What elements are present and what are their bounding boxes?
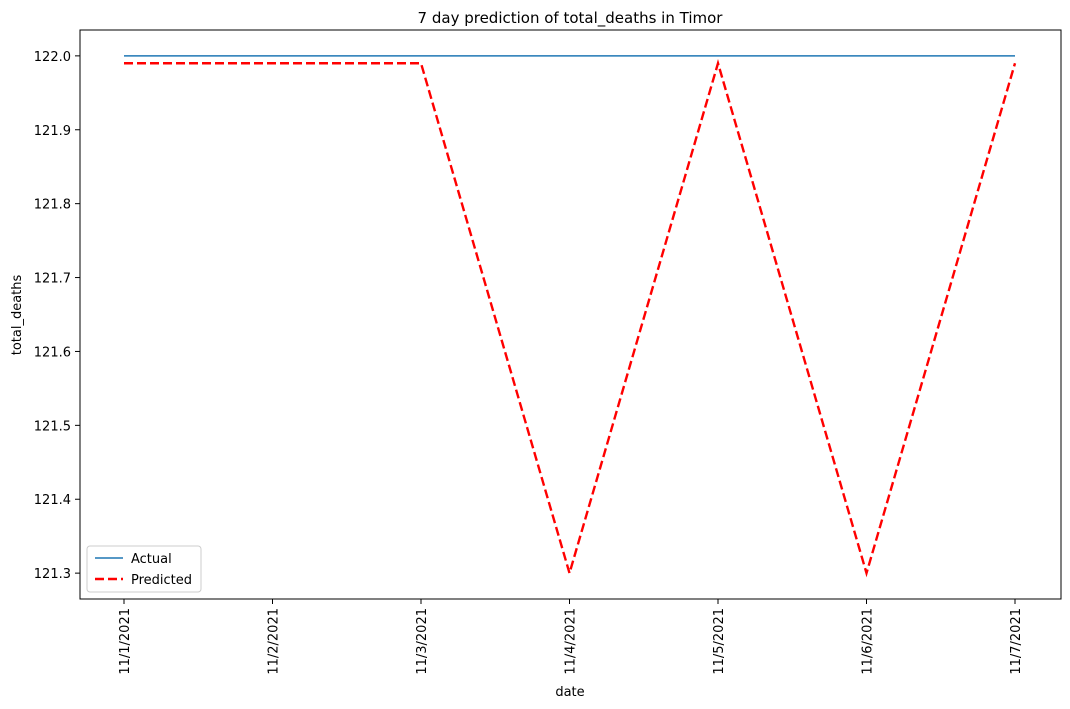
x-tick-label: 11/3/2021 (415, 608, 430, 675)
plot-area (124, 55, 1017, 578)
x-tick-label: 11/6/2021 (861, 608, 876, 675)
plot-frame (79, 29, 1062, 600)
y-tick-label: 122.0 (34, 50, 71, 65)
x-tick-label: 11/2/2021 (267, 608, 282, 675)
y-tick-label: 121.3 (34, 567, 71, 582)
y-axis: 121.3 121.4 121.5 121.6 121.7 121.8 121.9 122.0 (34, 50, 80, 582)
legend: Actual Predicted (86, 545, 202, 593)
series-line-predicted (124, 58, 1017, 578)
x-tick-label: 11/4/2021 (564, 608, 579, 675)
y-tick-label: 121.7 (34, 272, 71, 287)
x-tick-label: 11/7/2021 (1009, 608, 1024, 675)
y-tick-label: 121.4 (34, 493, 71, 508)
x-tick-label: 11/1/2021 (118, 608, 133, 675)
y-tick-label: 121.9 (34, 124, 71, 139)
x-tick-label: 11/5/2021 (712, 608, 727, 675)
y-tick-label: 121.5 (34, 419, 71, 434)
legend-label-predicted: Predicted (131, 573, 192, 588)
x-axis: 11/1/2021 11/2/2021 11/3/2021 11/4/2021 11/5… (118, 599, 1024, 675)
y-axis-label: total_deaths (10, 275, 25, 356)
x-axis-label: date (555, 685, 584, 700)
legend-label-actual: Actual (131, 552, 172, 567)
y-tick-label: 121.8 (34, 198, 71, 213)
y-tick-label: 121.6 (34, 345, 71, 360)
chart-title: 7 day prediction of total_deaths in Timo… (418, 9, 724, 28)
